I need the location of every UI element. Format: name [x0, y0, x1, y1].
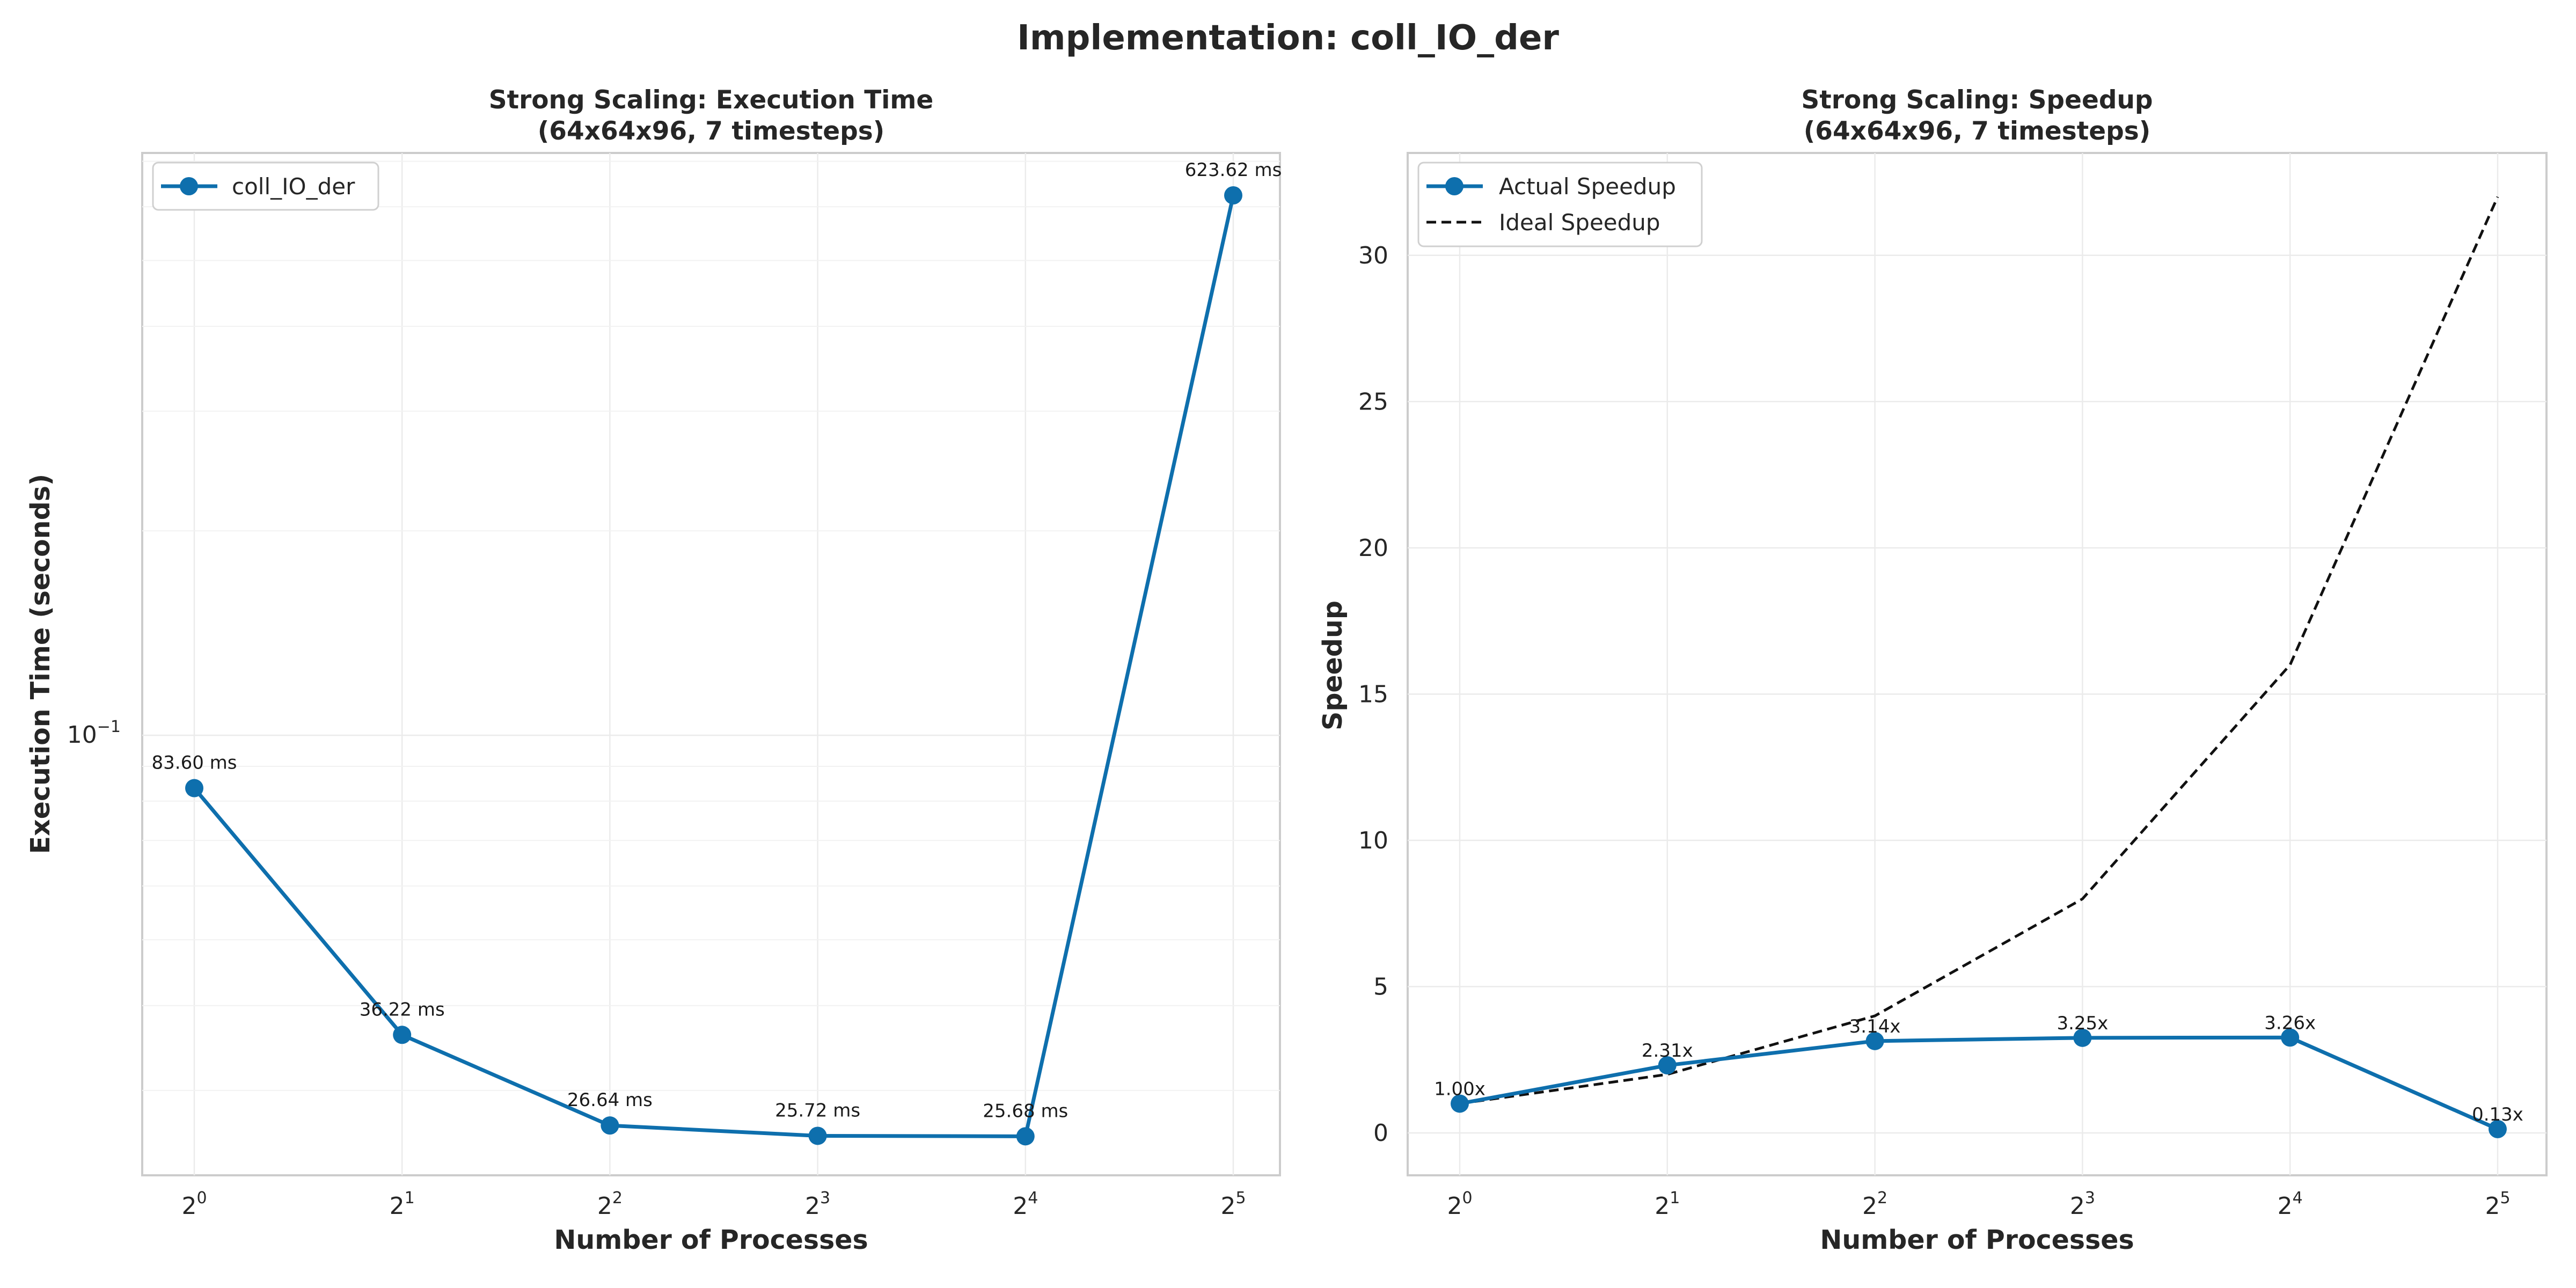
x-tick-label: 24: [2278, 1189, 2303, 1220]
x-tick-label: 21: [390, 1189, 415, 1220]
y-tick-label: 30: [1358, 242, 1388, 269]
execution-time-subtitle: (64x64x96, 7 timesteps): [538, 116, 884, 146]
legend-marker-actual-speedup: [1445, 177, 1463, 195]
actual-speedup-point: [2073, 1028, 2092, 1047]
actual-speedup-data-label: 3.25x: [2057, 1013, 2108, 1034]
legend-label-coll-io-der: coll_IO_der: [232, 173, 355, 200]
speedup-x-axis-label: Number of Processes: [1820, 1225, 2134, 1255]
actual-speedup-data-label: 1.00x: [1434, 1078, 1485, 1100]
actual-speedup-point: [2489, 1119, 2507, 1138]
legend-label-actual-speedup: Actual Speedup: [1499, 173, 1676, 200]
x-tick-label: 25: [1220, 1189, 1246, 1220]
y-tick-label: 15: [1358, 680, 1388, 708]
actual-speedup-data-label: 3.14x: [1849, 1016, 1901, 1037]
actual-speedup-point: [1658, 1056, 1677, 1075]
execution-time-data-label: 25.68 ms: [983, 1100, 1068, 1122]
actual-speedup-point: [2281, 1028, 2300, 1047]
execution-time-point: [1224, 186, 1242, 204]
execution-time-ticks: 10−1 20 21 22 23 24 25: [67, 718, 1246, 1220]
x-tick-label: 20: [1447, 1189, 1472, 1220]
x-tick-label: 22: [1862, 1189, 1887, 1220]
y-tick-label: 0: [1373, 1119, 1388, 1147]
speedup-legend-box: [1417, 162, 1703, 247]
x-tick-label: 23: [2070, 1189, 2095, 1220]
execution-time-y-axis-label: Execution Time (seconds): [25, 474, 56, 854]
legend-label-ideal-speedup: Ideal Speedup: [1499, 209, 1660, 236]
speedup-series: 1.00x 2.31x 3.14x 3.25x 3.26x 0.13x: [1434, 196, 2523, 1138]
execution-time-data-label: 36.22 ms: [360, 999, 445, 1020]
actual-speedup-data-label: 2.31x: [1642, 1040, 1693, 1062]
speedup-subtitle: (64x64x96, 7 timesteps): [1804, 116, 2150, 146]
speedup-panel: Strong Scaling: Speedup (64x64x96, 7 tim…: [1318, 85, 2548, 1255]
execution-time-data-label: 25.72 ms: [775, 1100, 860, 1121]
execution-time-data-label: 26.64 ms: [567, 1089, 653, 1111]
execution-time-point: [185, 779, 203, 797]
ideal-speedup-line: [1459, 196, 2499, 1105]
y-tick-label: 10−1: [67, 718, 121, 749]
actual-speedup-point: [1451, 1094, 1469, 1113]
execution-time-plot-area: [141, 152, 1281, 1176]
y-tick-label: 25: [1358, 388, 1388, 415]
execution-time-legend: coll_IO_der: [152, 162, 379, 211]
y-tick-label: 10: [1358, 827, 1388, 854]
figure-title: Implementation: coll_IO_der: [1017, 18, 1559, 58]
execution-time-title: Strong Scaling: Execution Time: [489, 85, 934, 115]
speedup-plot-area: [1407, 152, 2548, 1176]
x-tick-label: 21: [1655, 1189, 1680, 1220]
actual-speedup-point: [1865, 1031, 1884, 1050]
execution-time-data-label: 83.60 ms: [152, 752, 237, 774]
speedup-title: Strong Scaling: Speedup: [1801, 85, 2153, 115]
actual-speedup-data-label: 3.26x: [2264, 1012, 2316, 1034]
execution-time-legend-box: [152, 162, 379, 211]
execution-time-point: [1016, 1127, 1035, 1146]
execution-time-line: [193, 195, 1235, 1138]
y-tick-label: 5: [1373, 973, 1388, 1000]
x-tick-label: 22: [597, 1189, 623, 1220]
x-tick-label: 23: [805, 1189, 830, 1220]
execution-time-panel: Strong Scaling: Execution Time (64x64x96…: [25, 85, 1282, 1255]
execution-time-point: [393, 1026, 412, 1044]
x-tick-label: 24: [1013, 1189, 1038, 1220]
legend-marker-coll-io-der: [180, 177, 198, 195]
execution-time-point: [601, 1116, 619, 1135]
y-tick-label: 20: [1358, 535, 1388, 562]
speedup-ticks: 0 5 10 15 20 25 30 20 21 22 23 24 25: [1358, 242, 2511, 1220]
execution-time-series: 83.60 ms 36.22 ms 26.64 ms 25.72 ms 25.68 ms…: [152, 159, 1282, 1146]
speedup-grid: [1408, 153, 2546, 1175]
speedup-legend: Actual Speedup Ideal Speedup: [1417, 162, 1703, 247]
actual-speedup-data-label: 0.13x: [2472, 1104, 2523, 1125]
execution-time-point: [808, 1126, 827, 1145]
execution-time-x-axis-label: Number of Processes: [554, 1225, 868, 1255]
execution-time-grid: [142, 153, 1280, 1175]
speedup-y-axis-label: Speedup: [1318, 601, 1348, 730]
actual-speedup-line: [1459, 1035, 2499, 1131]
x-tick-label: 20: [181, 1189, 207, 1220]
x-tick-label: 25: [2485, 1189, 2510, 1220]
execution-time-data-label: 623.62 ms: [1185, 159, 1282, 181]
